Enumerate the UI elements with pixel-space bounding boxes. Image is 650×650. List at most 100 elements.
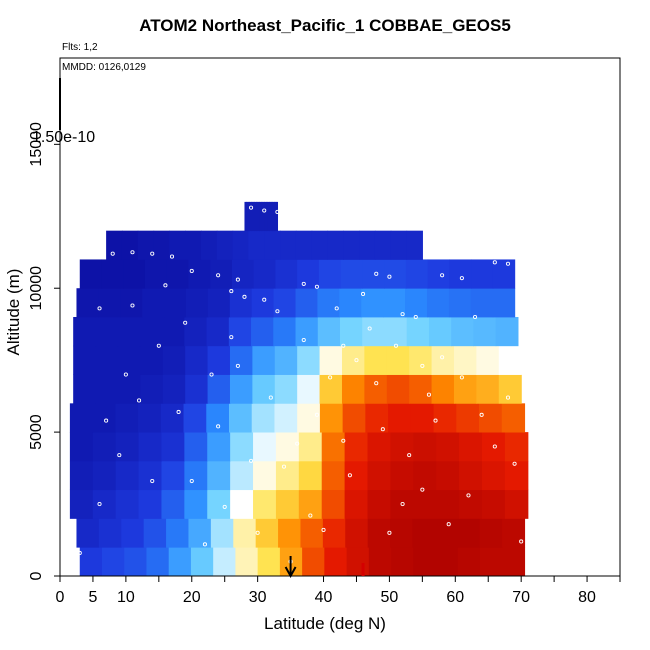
heatmap-cell: [457, 547, 481, 576]
heatmap-cell: [297, 259, 320, 289]
heatmap-cell: [146, 547, 170, 576]
heatmap-cell: [207, 288, 231, 318]
heatmap-cell: [339, 288, 362, 318]
heatmap-cell: [92, 403, 116, 433]
heatmap-cell: [473, 317, 497, 347]
heatmap-cell: [231, 259, 255, 289]
flight-point: [275, 309, 280, 314]
flight-point: [216, 273, 221, 278]
heatmap-cell: [117, 374, 141, 404]
heatmap-cell: [95, 374, 119, 404]
flight-point: [255, 530, 260, 535]
heatmap-cell: [346, 547, 370, 576]
heatmap-cell: [388, 403, 412, 433]
heatmap-cell: [233, 518, 257, 548]
flight-point: [440, 355, 445, 360]
flight-point: [440, 273, 445, 278]
heatmap-cell: [92, 460, 117, 491]
heatmap-cell: [344, 432, 369, 462]
heatmap-cell: [456, 403, 480, 433]
heatmap-cell: [262, 201, 265, 232]
heatmap-cell: [504, 460, 529, 491]
flight-point: [123, 372, 128, 377]
heatmap-cell: [275, 460, 300, 491]
heatmap-cell: [341, 374, 365, 404]
heatmap-cell: [273, 288, 297, 318]
flight-point: [301, 281, 306, 286]
heatmap-cell: [161, 460, 185, 491]
flight-point: [189, 219, 194, 225]
flight-point: [110, 251, 115, 256]
heatmap-cell: [471, 259, 494, 289]
flight-point: [275, 209, 280, 215]
heatmap-cell: [92, 489, 117, 519]
heatmap-cell: [275, 489, 300, 519]
flight-point: [229, 289, 234, 294]
heatmap-cell: [479, 518, 503, 548]
heatmap-cell: [295, 317, 319, 347]
heatmap-cell: [433, 403, 457, 433]
chart-title: ATOM2 Northeast_Pacific_1 COBBAE_GEOS5: [139, 16, 511, 35]
x-axis-label: Latitude (deg N): [264, 614, 386, 633]
flight-point: [393, 343, 399, 348]
heatmap-cell: [138, 432, 163, 462]
heatmap-cell: [344, 489, 369, 519]
heatmap-cell: [188, 518, 212, 548]
flight-point: [492, 260, 497, 265]
heatmap-cell: [264, 230, 281, 260]
heatmap-cell: [252, 201, 255, 232]
heatmap-cell: [73, 374, 97, 404]
heatmap-cell: [481, 460, 506, 491]
heatmap-cell: [161, 432, 185, 462]
heatmap-cell: [413, 489, 437, 519]
heatmap-cell: [275, 201, 279, 232]
heatmap-cell: [138, 460, 163, 491]
y-tick-label: 5000: [28, 414, 45, 450]
heatmap-cell: [253, 259, 277, 289]
heatmap-cell: [253, 432, 277, 462]
x-tick-label: 5: [88, 589, 97, 606]
flight-point: [466, 493, 471, 498]
heatmap-cell: [297, 345, 321, 375]
heatmap-cell: [436, 432, 460, 462]
x-tick-label: 10: [117, 589, 135, 606]
heatmap-cell: [164, 288, 187, 318]
heatmap-cell: [492, 259, 516, 289]
heatmap-cell: [448, 288, 472, 318]
heatmap-cell: [391, 547, 414, 576]
flight-point: [499, 349, 504, 354]
heatmap-cell: [426, 288, 450, 318]
heatmap-cell: [405, 288, 428, 318]
flight-point: [262, 208, 267, 213]
heatmap-cell: [153, 230, 170, 260]
flight-point: [156, 343, 161, 348]
heatmap-cell: [69, 403, 94, 433]
heatmap-cell: [247, 201, 251, 232]
heatmap-cell: [367, 489, 391, 519]
flight-point: [242, 294, 247, 299]
heatmap-cell: [367, 460, 391, 491]
flight-point: [380, 427, 385, 432]
flight-point: [374, 381, 379, 386]
heatmap-cell: [121, 230, 139, 260]
heatmap-cell: [115, 489, 140, 519]
flight-point: [400, 502, 405, 507]
heatmap-cell: [121, 518, 145, 548]
heatmap-cell: [255, 518, 279, 548]
heatmap-cell: [206, 317, 230, 347]
flights-note: Flts: 1,2: [62, 42, 98, 53]
heatmap-cell: [76, 288, 99, 318]
heatmap-cell: [324, 547, 348, 576]
heatmap-cell: [254, 201, 257, 232]
plot-frame: [59, 57, 621, 577]
x-tick-label: 50: [381, 589, 399, 606]
flight-point: [281, 464, 287, 469]
heatmap-cell: [274, 403, 298, 433]
heatmap-cell: [406, 230, 423, 260]
flight-point: [189, 268, 194, 274]
flight-point: [420, 487, 425, 492]
flight-point: [492, 444, 497, 449]
heatmap-cell: [480, 547, 503, 576]
x-tick-label: 60: [446, 589, 464, 606]
heatmap-cell: [322, 518, 346, 548]
